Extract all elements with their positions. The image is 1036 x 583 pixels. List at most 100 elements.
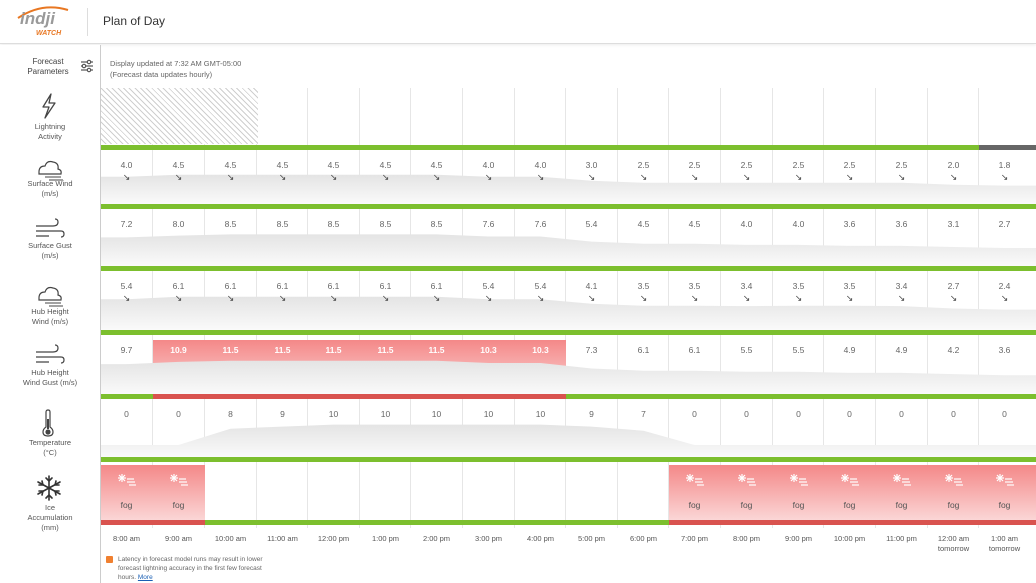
value-label: 8.5 xyxy=(224,219,237,229)
value-label: 10.9 xyxy=(170,345,187,355)
status-bar xyxy=(618,330,669,335)
status-bar xyxy=(205,145,257,150)
status-bar xyxy=(101,145,153,150)
value-label: 6.1 xyxy=(224,281,237,291)
status-bar xyxy=(773,457,824,462)
value-area xyxy=(101,234,1036,266)
value-label: 0 xyxy=(899,409,904,419)
wind-direction-arrow: ↘ xyxy=(639,172,648,182)
value-label: 6.1 xyxy=(379,281,392,291)
value-area-curve xyxy=(101,234,1036,266)
wind-direction-arrow: ↘ xyxy=(794,293,803,303)
status-bar xyxy=(463,330,515,335)
status-bar xyxy=(824,330,876,335)
status-bar xyxy=(101,266,153,271)
indji-watch-logo[interactable]: indji WATCH xyxy=(14,4,72,38)
value-label: 2.5 xyxy=(637,160,650,170)
more-link[interactable]: More xyxy=(137,574,153,581)
status-bar xyxy=(257,457,308,462)
status-bar xyxy=(928,330,979,335)
value-label: 7.6 xyxy=(534,219,547,229)
wind-direction-arrow: ↘ xyxy=(278,172,287,182)
header-divider xyxy=(87,8,88,36)
status-bar xyxy=(101,394,153,399)
wind-direction-arrow: ↘ xyxy=(690,172,699,182)
fog-label: fog xyxy=(740,500,753,510)
status-bar xyxy=(876,204,928,209)
status-bar xyxy=(721,330,773,335)
value-label: 2.5 xyxy=(740,160,753,170)
status-bar xyxy=(876,520,928,525)
fog-snow-icon xyxy=(876,471,927,491)
fog-label: fog xyxy=(998,500,1011,510)
value-label: 2.7 xyxy=(947,281,960,291)
value-label: 10 xyxy=(431,409,442,419)
status-bar xyxy=(721,266,773,271)
status-bar xyxy=(721,520,773,525)
status-bar xyxy=(308,457,360,462)
time-label: 10:00 pm xyxy=(833,534,866,543)
value-label: 3.5 xyxy=(637,281,650,291)
ice-highlight-cell xyxy=(153,465,205,520)
status-bar xyxy=(773,266,824,271)
value-label: 8.0 xyxy=(172,219,185,229)
status-bar xyxy=(360,145,411,150)
status-bar xyxy=(308,145,360,150)
status-bar xyxy=(876,330,928,335)
time-label: 10:00 am xyxy=(214,534,247,543)
value-area xyxy=(101,424,1036,457)
wind-direction-arrow: ↘ xyxy=(174,293,183,303)
value-label: 4.0 xyxy=(482,160,495,170)
wind-direction-arrow: ↘ xyxy=(536,293,545,303)
value-label: 9 xyxy=(280,409,285,419)
value-area xyxy=(101,296,1036,330)
status-bar xyxy=(463,145,515,150)
wind-direction-arrow: ↘ xyxy=(639,293,648,303)
warning-icon xyxy=(106,556,113,563)
status-bar xyxy=(153,457,205,462)
forecast-grid: 4.0 ↘ 4.5 ↘ 4.5 ↘ 4.5 ↘ 4.5 ↘ 4.5 ↘ 4.5 ↘ 4.0 ↘ 4.0 ↘ 3.0 ↘… xyxy=(101,88,1036,558)
value-label: 1.8 xyxy=(998,160,1011,170)
status-bar xyxy=(928,394,979,399)
status-bar xyxy=(669,145,721,150)
value-label: 9 xyxy=(589,409,594,419)
status-bar xyxy=(824,394,876,399)
sliders-icon[interactable] xyxy=(80,59,94,73)
hub-wind-row: 5.4 ↘ 6.1 ↘ 6.1 ↘ 6.1 ↘ 6.1 ↘ 6.1 ↘ 6.1 ↘ 5.4 ↘ 5.4 ↘ 4.1 ↘… xyxy=(101,272,1036,336)
status-bar xyxy=(928,457,979,462)
value-label: 3.0 xyxy=(585,160,598,170)
wind-direction-arrow: ↘ xyxy=(329,293,338,303)
status-bar xyxy=(928,204,979,209)
time-label: 11:00 pm xyxy=(886,534,917,543)
status-bar xyxy=(721,204,773,209)
fog-snow-icon xyxy=(721,471,772,491)
top-header: indji WATCH Plan of Day xyxy=(0,0,1036,44)
page-title: Plan of Day xyxy=(103,14,166,28)
sidebar-param-label: Surface Wind (m/s) xyxy=(27,179,73,198)
value-label: 11.5 xyxy=(377,345,394,355)
value-label: 3.4 xyxy=(895,281,908,291)
time-label: 8:00 pm xyxy=(732,534,761,543)
value-label: 10 xyxy=(535,409,546,419)
forecast-parameters-header[interactable]: Forecast Parameters xyxy=(0,45,100,89)
status-bar xyxy=(566,266,618,271)
value-label: 6.1 xyxy=(637,345,650,355)
value-label: 6.1 xyxy=(327,281,340,291)
status-bar xyxy=(463,266,515,271)
value-label: 10 xyxy=(483,409,494,419)
value-label: 0 xyxy=(951,409,956,419)
status-bar xyxy=(205,204,257,209)
status-bar xyxy=(411,520,463,525)
wind-direction-arrow: ↘ xyxy=(1000,172,1009,182)
status-bar xyxy=(979,394,1036,399)
value-label: 8.5 xyxy=(276,219,289,229)
lightning-row xyxy=(101,88,1036,151)
fog-snow-icon xyxy=(773,471,824,491)
value-label: 2.0 xyxy=(947,160,960,170)
value-label: 6.1 xyxy=(430,281,443,291)
value-label: 4.2 xyxy=(947,345,960,355)
status-bar xyxy=(515,145,566,150)
status-bar xyxy=(205,330,257,335)
status-bar xyxy=(721,394,773,399)
status-bar xyxy=(669,330,721,335)
